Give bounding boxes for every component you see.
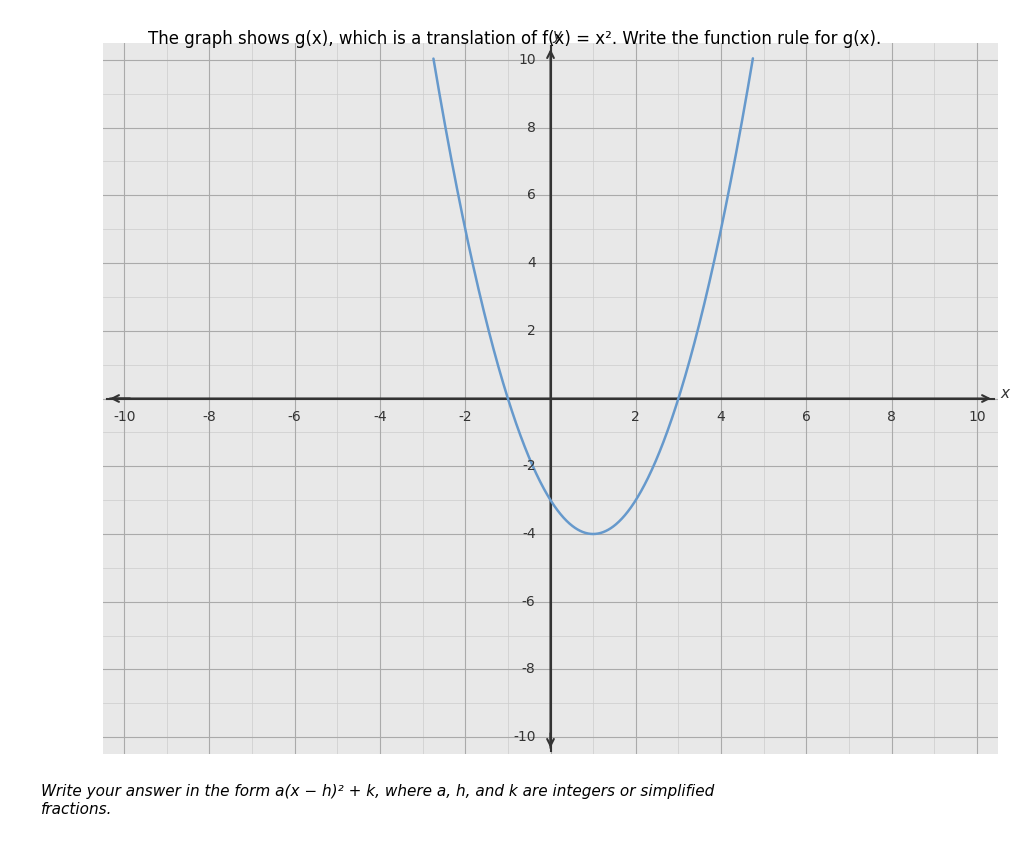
Text: 4: 4 — [716, 411, 725, 424]
Text: 6: 6 — [527, 189, 535, 202]
Text: -4: -4 — [522, 527, 535, 541]
Text: -2: -2 — [522, 459, 535, 473]
Text: 8: 8 — [887, 411, 896, 424]
Text: 8: 8 — [527, 121, 535, 135]
Text: The graph shows g(x), which is a translation of f(x) = x². Write the function ru: The graph shows g(x), which is a transla… — [148, 30, 881, 48]
Text: -4: -4 — [374, 411, 387, 424]
Text: 4: 4 — [527, 256, 535, 270]
Text: -10: -10 — [513, 730, 535, 744]
Text: 2: 2 — [632, 411, 640, 424]
Text: -6: -6 — [288, 411, 301, 424]
Text: 2: 2 — [527, 324, 535, 338]
Text: y: y — [553, 27, 562, 43]
Text: 10: 10 — [518, 53, 535, 67]
Text: -8: -8 — [522, 662, 535, 676]
Text: x: x — [1000, 386, 1009, 401]
Text: 6: 6 — [802, 411, 811, 424]
Text: -8: -8 — [203, 411, 216, 424]
Text: -10: -10 — [113, 411, 136, 424]
Text: -6: -6 — [522, 595, 535, 608]
Text: 10: 10 — [968, 411, 986, 424]
Text: Write your answer in the form a(x − h)² + k, where a, h, and k are integers or s: Write your answer in the form a(x − h)² … — [41, 784, 714, 817]
Text: -2: -2 — [459, 411, 472, 424]
